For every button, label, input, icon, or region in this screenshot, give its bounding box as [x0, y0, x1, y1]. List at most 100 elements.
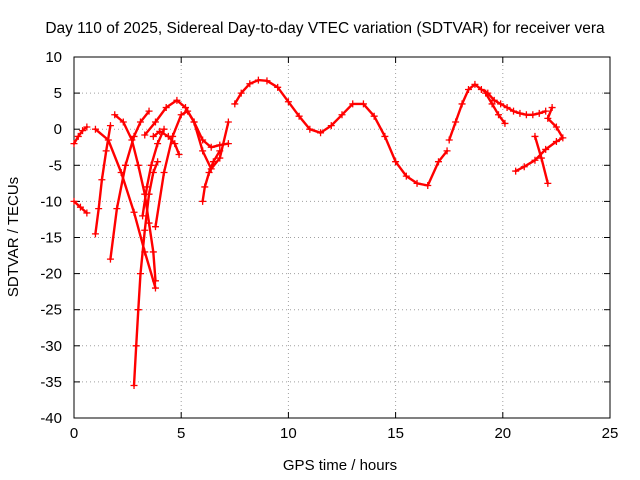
data-point — [162, 104, 170, 112]
data-point — [132, 342, 140, 350]
data-point — [477, 85, 485, 93]
series-arc-c — [91, 122, 114, 238]
data-point — [490, 96, 498, 104]
data-point — [95, 205, 103, 213]
series-arc-i — [141, 96, 232, 151]
data-point — [424, 182, 432, 190]
series-arc-e — [106, 107, 153, 263]
data-point — [274, 83, 282, 91]
data-point — [263, 77, 271, 85]
x-tick-label: 25 — [602, 425, 619, 442]
y-tick-label: -5 — [49, 157, 62, 174]
x-tick-label: 10 — [280, 425, 297, 442]
data-point — [134, 306, 142, 314]
data-point — [104, 136, 112, 144]
data-point — [149, 132, 157, 140]
data-point — [207, 143, 215, 151]
data-point — [149, 169, 157, 177]
data-point — [111, 111, 119, 119]
series-arc-m — [231, 76, 451, 190]
data-point — [542, 107, 550, 115]
data-point — [537, 154, 545, 162]
data-point — [70, 140, 78, 148]
data-point — [216, 147, 224, 155]
data-point — [199, 197, 207, 205]
data-point — [503, 104, 511, 112]
data-point — [359, 100, 367, 108]
data-point — [149, 248, 157, 256]
data-point — [169, 132, 177, 140]
series-line — [514, 106, 564, 173]
data-point — [76, 203, 84, 211]
data-point — [559, 134, 567, 142]
data-point — [327, 122, 335, 130]
data-point — [510, 107, 518, 115]
data-point — [224, 140, 232, 148]
data-point — [160, 125, 168, 133]
data-point — [98, 176, 106, 184]
data-point — [488, 100, 496, 108]
series-arc-h — [139, 125, 168, 220]
series-line — [113, 113, 157, 282]
data-point — [548, 104, 556, 112]
data-point — [128, 136, 136, 144]
chart-title: Day 110 of 2025, Sidereal Day-to-day VTE… — [45, 20, 605, 37]
data-point — [381, 132, 389, 140]
data-point — [160, 169, 168, 177]
data-point — [542, 145, 550, 153]
data-point — [370, 112, 378, 120]
data-point — [156, 127, 164, 135]
data-series — [70, 76, 567, 390]
data-point — [458, 100, 466, 108]
data-point — [113, 205, 121, 213]
data-point — [434, 158, 442, 166]
data-point — [254, 76, 262, 84]
data-point — [231, 100, 239, 108]
y-axis-ticks: 10 5 0 -5 -10 -15 -20 -25 -30 -35 -40 — [40, 49, 610, 427]
data-point — [91, 125, 99, 133]
data-point — [246, 80, 254, 88]
data-point — [201, 183, 209, 191]
x-axis-ticks: 0 5 10 15 20 25 — [70, 57, 619, 442]
data-point — [141, 131, 149, 139]
data-point — [224, 118, 232, 126]
data-point — [516, 109, 524, 117]
data-point — [544, 114, 552, 122]
series-arc-l — [199, 147, 224, 205]
x-tick-label: 5 — [177, 425, 185, 442]
data-point — [171, 140, 179, 148]
data-point — [83, 123, 91, 131]
data-point — [520, 163, 528, 171]
series-arc-b — [70, 197, 91, 217]
data-point — [175, 150, 183, 158]
y-tick-label: -35 — [40, 374, 62, 391]
data-point — [181, 104, 189, 112]
data-point — [173, 96, 181, 104]
x-tick-label: 15 — [387, 425, 404, 442]
data-point — [102, 147, 110, 155]
data-point — [136, 270, 144, 278]
data-point — [205, 169, 213, 177]
data-point — [130, 208, 138, 216]
data-point — [145, 107, 153, 115]
x-tick-label: 0 — [70, 425, 78, 442]
data-point — [106, 122, 114, 130]
data-point — [495, 111, 503, 119]
data-point — [151, 284, 159, 292]
data-point — [134, 161, 142, 169]
y-tick-label: -10 — [40, 193, 62, 210]
y-tick-label: -30 — [40, 338, 62, 355]
data-point — [130, 382, 138, 390]
series-arc-a — [70, 123, 91, 148]
data-point — [74, 132, 82, 140]
data-point — [209, 158, 217, 166]
data-point — [531, 132, 539, 140]
series-arc-k — [151, 107, 232, 231]
data-point — [295, 112, 303, 120]
data-point — [452, 118, 460, 126]
data-point — [184, 107, 192, 115]
data-point — [121, 161, 129, 169]
data-point — [531, 156, 539, 164]
series-line — [72, 125, 89, 145]
data-point — [154, 140, 162, 148]
